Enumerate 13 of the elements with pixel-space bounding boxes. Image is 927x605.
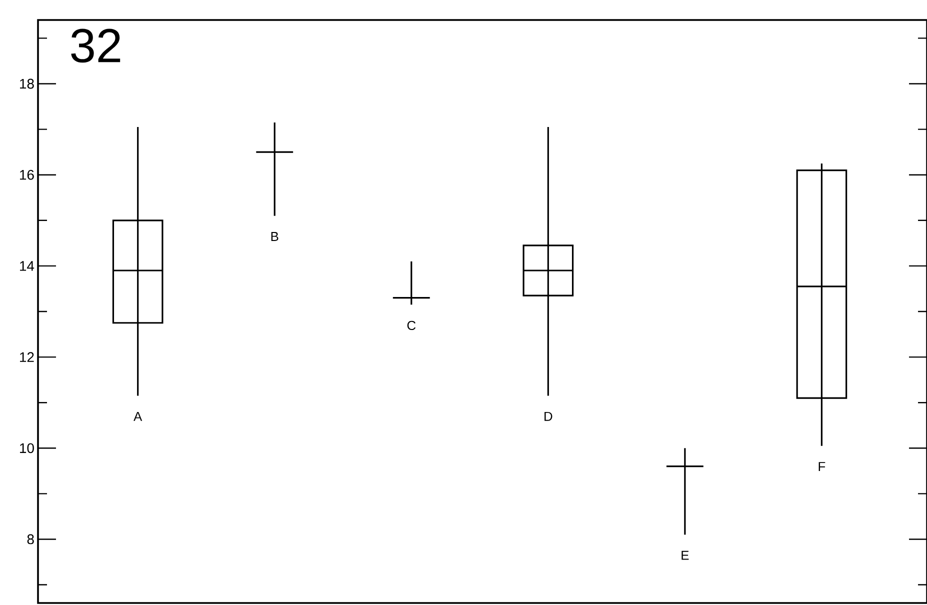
x-tick-label: D [544,412,552,421]
y-tick-label: 12 [20,352,34,362]
chart-title: 32 [71,28,120,63]
x-tick-label: F [818,462,826,471]
x-tick-label: A [134,412,142,421]
x-tick-label: C [407,320,416,330]
y-tick-label: 16 [20,170,34,180]
x-tick-label: B [271,232,278,241]
x-tick-label: E [682,550,689,560]
y-tick-label: 18 [20,78,34,89]
y-tick-label: 10 [20,443,34,454]
y-tick-label: 8 [27,534,34,544]
y-tick-label: 14 [20,261,34,271]
